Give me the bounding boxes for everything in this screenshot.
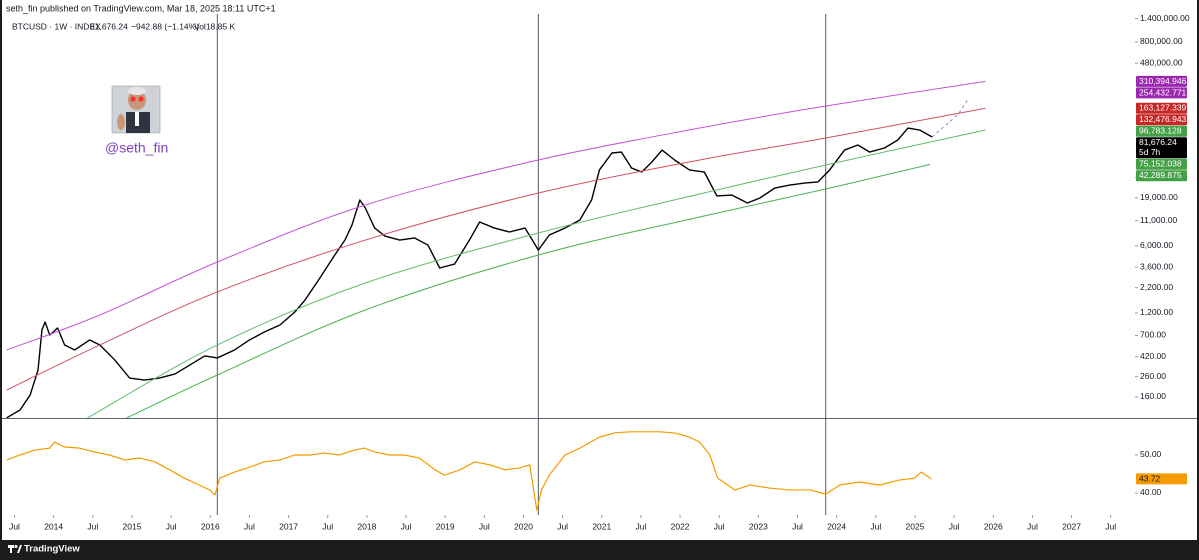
y-tick-label: 160.00 (1140, 391, 1166, 401)
x-tick-label: Jul (166, 521, 177, 531)
x-tick-label: 2017 (279, 521, 298, 531)
brand-logo (8, 545, 22, 553)
series-line (87, 129, 986, 418)
legend-last: 81,676.24 (90, 21, 128, 31)
x-tick-label: Jul (401, 521, 412, 531)
author-handle: @seth_fin (105, 140, 168, 156)
x-tick-label: Jul (479, 521, 490, 531)
y-tick-label: 420.00 (1140, 351, 1166, 361)
series-line (126, 163, 930, 418)
x-tick-label: 2027 (1062, 521, 1081, 531)
y-tick-label: 19,000.00 (1140, 192, 1178, 202)
y-tick-label: 50.00 (1140, 449, 1162, 459)
price-badge (1136, 102, 1187, 114)
price-badge-label: 43.72 (1139, 473, 1161, 483)
series-line (6, 127, 933, 418)
series-line (6, 80, 986, 351)
series-line (6, 107, 986, 391)
y-tick-label: 480,000.00 (1140, 57, 1183, 67)
brand: TradingView (24, 544, 80, 555)
y-tick-label: 6,000.00 (1140, 240, 1173, 250)
published-note: seth_fin published on TradingView.com, M… (6, 3, 276, 13)
axis-layer: 160.00 260.00 420.00 700.00 1,200.00 2,200.00… (9, 13, 1190, 531)
price-badge (1136, 137, 1187, 159)
x-tick-label: Jul (557, 521, 568, 531)
legend-change: −942.88 (−1.14%) (131, 21, 199, 31)
price-badge-countdown: 5d 7h (1139, 147, 1161, 157)
y-tick-label: 700.00 (1140, 330, 1166, 340)
pane-1 (6, 431, 932, 511)
x-tick-label: Jul (1105, 521, 1116, 531)
price-badge (1136, 125, 1187, 137)
x-tick-label: Jul (87, 521, 98, 531)
price-badge (1136, 170, 1187, 182)
y-tick-label: 1,200.00 (1140, 307, 1173, 317)
x-tick-label: Jul (244, 521, 255, 531)
y-tick-label: 11,000.00 (1140, 215, 1177, 225)
price-badge-label: 163,127.339 (1139, 103, 1187, 113)
x-tick-label: 2018 (357, 521, 376, 531)
x-tick-label: 2023 (749, 521, 768, 531)
price-badge-label: 254,432.771 (1139, 87, 1187, 97)
x-tick-label: 2020 (514, 521, 533, 531)
y-tick-label: 1,400,000.00 (1140, 13, 1190, 23)
legend-symbol: BTCUSD · 1W · INDEX (12, 21, 101, 31)
x-tick-label: 2026 (984, 521, 1003, 531)
pane-0 (6, 80, 986, 418)
x-tick-label: 2014 (44, 521, 63, 531)
x-tick-label: Jul (870, 521, 881, 531)
x-tick-label: Jul (792, 521, 803, 531)
x-tick-label: 2021 (592, 521, 611, 531)
y-tick-label: 2,200.00 (1140, 282, 1173, 292)
x-tick-label: Jul (714, 521, 725, 531)
x-tick-label: 2024 (827, 521, 846, 531)
price-badge (1136, 114, 1187, 126)
series-line (6, 431, 932, 511)
price-badge (1136, 473, 1187, 485)
y-tick-label: 260.00 (1140, 371, 1166, 381)
price-badge-label: 75,152.038 (1139, 159, 1182, 169)
avatar (111, 85, 161, 134)
x-tick-label: Jul (1027, 521, 1038, 531)
price-badge-label: 81,676.24 (1139, 137, 1177, 147)
y-tick-label: 3,600.00 (1140, 261, 1173, 271)
footer (0, 540, 1199, 560)
price-badge-label: 42,289.875 (1139, 170, 1182, 180)
price-badge (1136, 158, 1187, 170)
x-tick-label: Jul (635, 521, 646, 531)
price-badge-label: 310,394.946 (1139, 76, 1187, 86)
x-tick-label: 2019 (436, 521, 455, 531)
price-badge-label: 96,783.128 (1139, 126, 1182, 136)
x-tick-label: 2015 (123, 521, 142, 531)
price-badge (1136, 75, 1187, 87)
x-tick-label: Jul (322, 521, 333, 531)
y-tick-label: 800,000.00 (1140, 36, 1183, 46)
price-badge (1136, 87, 1187, 99)
legend-volume: Vol18.85 K (194, 21, 235, 31)
y-tick-label: 40.00 (1140, 487, 1162, 497)
x-tick-label: Jul (9, 521, 20, 531)
price-badge-label: 132,476.943 (1139, 114, 1187, 124)
chart-background (2, 0, 1197, 540)
x-tick-label: Jul (949, 521, 960, 531)
x-tick-label: 2022 (671, 521, 690, 531)
x-tick-label: 2016 (201, 521, 220, 531)
x-tick-label: 2025 (906, 521, 925, 531)
